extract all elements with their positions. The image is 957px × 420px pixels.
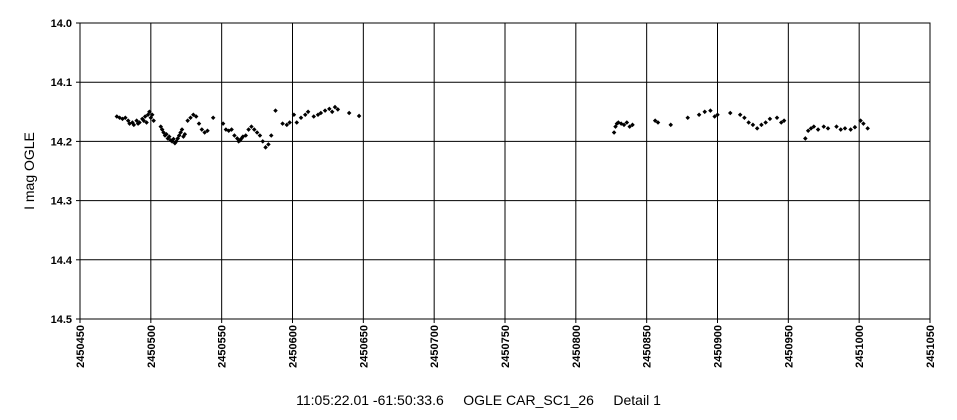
data-point [254, 130, 260, 135]
data-point [287, 120, 292, 125]
data-point [848, 127, 853, 132]
x-tick-label: 2450450 [75, 325, 87, 368]
data-point [767, 116, 773, 122]
data-point [294, 120, 300, 125]
data-point [179, 127, 185, 132]
x-tick-label: 2450500 [146, 325, 158, 368]
data-point [210, 115, 216, 120]
data-point [759, 122, 764, 128]
data-point [311, 114, 317, 119]
data-point [685, 115, 691, 120]
data-point [668, 122, 674, 128]
x-tick-label: 2450650 [358, 325, 370, 368]
y-tick-label: 14.2 [51, 136, 72, 148]
data-point [291, 112, 297, 118]
data-point [774, 115, 780, 120]
y-tick-label: 14.3 [51, 196, 72, 208]
data-point [803, 136, 808, 141]
data-point [260, 139, 266, 144]
data-point [151, 118, 156, 123]
data-point [821, 124, 827, 129]
data-point [750, 122, 756, 128]
x-tick-label: 2450750 [500, 325, 512, 368]
data-points [114, 104, 870, 150]
data-point [737, 112, 743, 118]
data-point [742, 115, 747, 120]
data-point [842, 126, 848, 131]
data-point [852, 124, 858, 130]
data-point [329, 109, 335, 115]
data-point [266, 142, 271, 147]
y-tick-label: 14.4 [51, 255, 73, 267]
data-point [702, 109, 708, 115]
data-point [220, 121, 226, 126]
data-point [696, 112, 702, 118]
data-point [251, 127, 257, 132]
data-point [131, 122, 137, 128]
x-tick-label: 2450600 [288, 325, 300, 368]
data-point [327, 106, 332, 112]
data-point [305, 109, 311, 115]
data-point [263, 145, 268, 150]
x-tick-label: 2450550 [217, 325, 229, 368]
data-point [273, 108, 278, 113]
data-point [861, 121, 866, 126]
x-tick-label: 2451050 [925, 325, 937, 368]
grid-lines [80, 23, 930, 319]
data-point [763, 120, 768, 125]
y-axis-ticks: 14.0 14.1 14.2 14.3 14.4 14.5 [51, 18, 80, 326]
y-tick-label: 14.0 [51, 18, 72, 30]
data-point [191, 112, 196, 118]
data-point [727, 110, 733, 116]
data-point [249, 124, 254, 129]
data-point [754, 126, 760, 131]
data-point [196, 121, 202, 126]
data-point [302, 112, 308, 118]
data-point [834, 124, 839, 129]
data-point [229, 127, 234, 132]
x-tick-label: 2450800 [571, 325, 583, 368]
data-point [280, 121, 285, 126]
data-point [346, 110, 352, 116]
data-point [838, 127, 844, 132]
x-tick-label: 2450850 [642, 325, 654, 368]
data-point [815, 127, 821, 132]
data-point [356, 113, 362, 119]
x-axis-ticks: 2450450 2450500 2450550 2450600 2450650 24507… [75, 319, 937, 368]
data-point [746, 120, 751, 125]
y-tick-label: 14.1 [51, 77, 72, 89]
x-tick-label: 2451000 [854, 325, 866, 368]
data-point [199, 127, 205, 132]
x-tick-label: 2450900 [713, 325, 725, 368]
data-point [246, 127, 251, 132]
data-point [268, 133, 274, 138]
data-point [188, 115, 193, 120]
x-tick-label: 2450700 [429, 325, 441, 368]
data-point [232, 133, 237, 138]
data-point [611, 130, 617, 135]
data-point [708, 108, 713, 113]
data-point [144, 120, 149, 125]
y-tick-label: 14.5 [51, 314, 72, 326]
data-point [322, 108, 328, 113]
data-point [825, 126, 831, 131]
data-point [257, 133, 263, 138]
data-point [298, 115, 304, 120]
x-tick-label: 2450950 [783, 325, 795, 368]
data-point [185, 118, 190, 123]
chart-caption: 11:05:22.01 -61:50:33.6 OGLE CAR_SC1_26 … [296, 392, 661, 408]
y-axis-title: I mag OGLE [21, 132, 37, 210]
data-point [865, 126, 870, 131]
